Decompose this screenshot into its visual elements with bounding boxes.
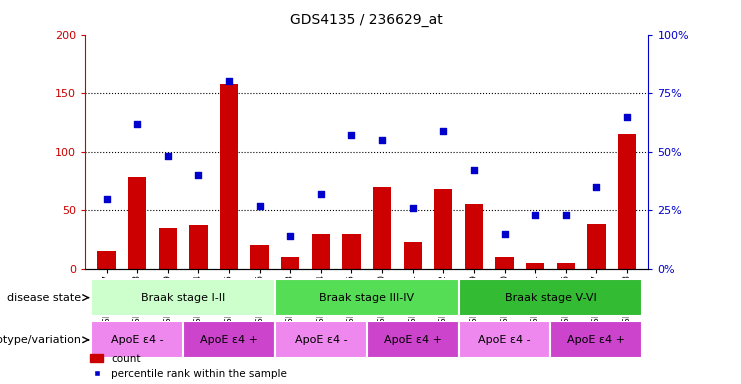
Point — [559, 212, 571, 218]
Text: Braak stage III-IV: Braak stage III-IV — [319, 293, 414, 303]
Bar — [434, 189, 453, 269]
Bar — [275, 279, 459, 316]
Bar — [91, 279, 275, 316]
Bar — [220, 84, 239, 269]
Bar — [551, 321, 642, 358]
Bar — [312, 233, 330, 269]
Point — [376, 137, 388, 143]
Text: ApoE ε4 -: ApoE ε4 - — [295, 335, 348, 345]
Point — [437, 127, 449, 134]
Text: ApoE ε4 -: ApoE ε4 - — [478, 335, 531, 345]
Text: ApoE ε4 -: ApoE ε4 - — [111, 335, 164, 345]
Bar — [128, 177, 147, 269]
Point — [162, 153, 174, 159]
Bar — [556, 263, 575, 269]
Bar — [526, 263, 545, 269]
Text: genotype/variation: genotype/variation — [0, 335, 82, 345]
Point — [591, 184, 602, 190]
Bar — [91, 321, 183, 358]
Text: Braak stage V-VI: Braak stage V-VI — [505, 293, 597, 303]
Text: disease state: disease state — [7, 293, 82, 303]
Point — [193, 172, 205, 178]
Point — [499, 231, 511, 237]
Bar — [459, 321, 551, 358]
Bar — [373, 187, 391, 269]
Point — [285, 233, 296, 239]
Text: ApoE ε4 +: ApoE ε4 + — [568, 335, 625, 345]
Point — [345, 132, 357, 138]
Point — [407, 205, 419, 211]
Point — [468, 167, 480, 174]
Bar — [275, 321, 367, 358]
Point — [621, 114, 633, 120]
Text: GDS4135 / 236629_at: GDS4135 / 236629_at — [290, 13, 443, 27]
Text: ApoE ε4 +: ApoE ε4 + — [200, 335, 258, 345]
Bar — [250, 245, 269, 269]
Bar — [459, 279, 642, 316]
Bar — [281, 257, 299, 269]
Text: ApoE ε4 +: ApoE ε4 + — [384, 335, 442, 345]
Bar — [159, 228, 177, 269]
Point — [223, 78, 235, 84]
Bar — [189, 225, 207, 269]
Legend: count, percentile rank within the sample: count, percentile rank within the sample — [90, 354, 287, 379]
Bar — [98, 251, 116, 269]
Bar — [587, 224, 605, 269]
Bar — [495, 257, 514, 269]
Bar — [342, 233, 361, 269]
Bar — [367, 321, 459, 358]
Point — [529, 212, 541, 218]
Point — [101, 195, 113, 202]
Point — [131, 121, 143, 127]
Bar — [465, 204, 483, 269]
Text: Braak stage I-II: Braak stage I-II — [141, 293, 225, 303]
Bar — [404, 242, 422, 269]
Point — [315, 191, 327, 197]
Bar — [618, 134, 636, 269]
Bar — [183, 321, 275, 358]
Point — [253, 202, 265, 209]
